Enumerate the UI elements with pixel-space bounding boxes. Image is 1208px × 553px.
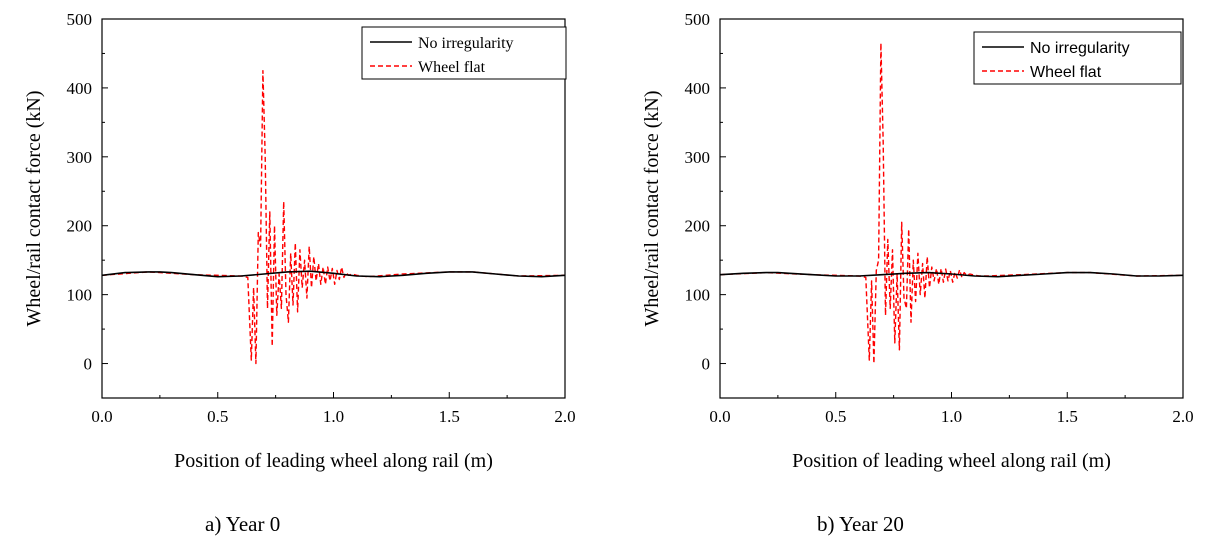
- chart-caption: b) Year 20: [817, 512, 904, 536]
- x-tick-label: 1.5: [1057, 407, 1078, 426]
- y-tick-label: 0: [84, 355, 93, 374]
- y-tick-label: 400: [685, 79, 711, 98]
- y-tick-label: 300: [685, 148, 711, 167]
- legend-label: No irregularity: [1030, 40, 1130, 57]
- y-tick-label: 0: [702, 355, 711, 374]
- series-line-wheel-flat: [102, 69, 565, 365]
- y-axis-title: Wheel/rail contact force (kN): [641, 91, 663, 327]
- x-tick-label: 2.0: [1172, 407, 1193, 426]
- x-tick-label: 0.0: [91, 407, 112, 426]
- legend-box: [361, 26, 567, 80]
- y-tick-label: 200: [67, 217, 93, 236]
- series-line-wheel-flat: [720, 42, 1183, 365]
- x-axis-title: Position of leading wheel along rail (m): [174, 450, 493, 472]
- chart-caption: a) Year 0: [205, 512, 281, 536]
- series-line-no-irregularity: [102, 270, 565, 278]
- x-axis-title: Position of leading wheel along rail (m): [792, 450, 1111, 472]
- x-tick-label: 0.5: [825, 407, 846, 426]
- legend-box: [973, 31, 1182, 85]
- y-tick-label: 100: [685, 286, 711, 305]
- series-line-no-irregularity: [720, 271, 1183, 278]
- x-tick-label: 1.0: [941, 407, 962, 426]
- x-tick-label: 0.5: [207, 407, 228, 426]
- x-tick-label: 1.0: [323, 407, 344, 426]
- x-tick-label: 0.0: [709, 407, 730, 426]
- y-tick-label: 500: [67, 10, 93, 29]
- x-tick-label: 2.0: [554, 407, 575, 426]
- legend-label: Wheel flat: [1030, 64, 1102, 81]
- y-tick-label: 200: [685, 217, 711, 236]
- y-tick-label: 400: [67, 79, 93, 98]
- chart-svg-0: 0.0 0.5 1.0 1.5 2.0 0 100 200 300 400 500 Position …: [23, 10, 576, 472]
- y-tick-label: 500: [685, 10, 711, 29]
- chart-panel-year-0: 0.0 0.5 1.0 1.5 2.0 0 100 200 300 400 500 Position …: [23, 10, 576, 536]
- x-tick-label: 1.5: [439, 407, 460, 426]
- y-axis-title: Wheel/rail contact force (kN): [23, 91, 45, 327]
- y-tick-label: 100: [67, 286, 93, 305]
- y-tick-label: 300: [67, 148, 93, 167]
- legend-label: Wheel flat: [418, 59, 486, 76]
- chart-svg-1: 0.0 0.5 1.0 1.5 2.0 0 100 200 300 400 500 Position …: [641, 10, 1194, 472]
- chart-panel-year-20: 0.0 0.5 1.0 1.5 2.0 0 100 200 300 400 500 Position …: [604, 0, 1208, 553]
- legend-label: No irregularity: [418, 35, 514, 52]
